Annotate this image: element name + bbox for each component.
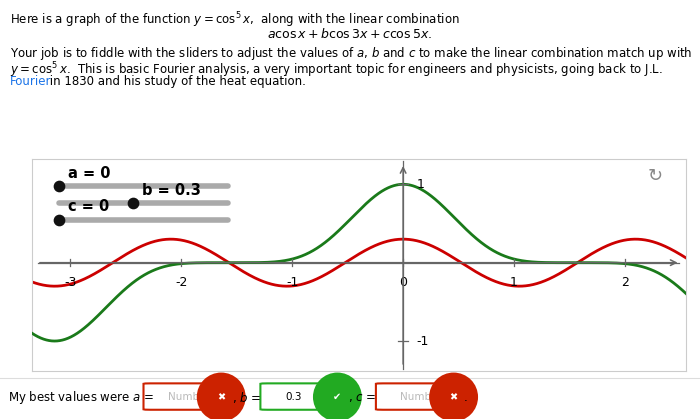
Text: 2: 2	[621, 276, 629, 289]
Text: ✖: ✖	[217, 392, 225, 402]
Point	[54, 216, 65, 223]
Text: 1: 1	[510, 276, 518, 289]
Text: 0.3: 0.3	[286, 392, 302, 402]
Text: ↻: ↻	[648, 167, 663, 185]
Text: Fourier: Fourier	[10, 75, 51, 88]
Text: -3: -3	[64, 276, 76, 289]
Text: c = 0: c = 0	[68, 199, 109, 215]
Text: 0: 0	[399, 276, 407, 289]
Text: -1: -1	[416, 334, 428, 347]
Text: ✔: ✔	[333, 392, 342, 402]
Point	[128, 200, 139, 207]
Text: b = 0.3: b = 0.3	[142, 183, 201, 198]
FancyBboxPatch shape	[260, 383, 348, 410]
Text: -1: -1	[286, 276, 298, 289]
Text: a = 0: a = 0	[68, 166, 111, 181]
Text: in 1830 and his study of the heat equation.: in 1830 and his study of the heat equati…	[46, 75, 305, 88]
Text: My best values were $a$ =: My best values were $a$ =	[8, 388, 155, 406]
Text: $a\cos x + b\cos 3x + c\cos 5x.$: $a\cos x + b\cos 3x + c\cos 5x.$	[267, 27, 433, 41]
FancyBboxPatch shape	[376, 383, 463, 410]
Text: $y = \mathrm{cos}^5\,x$.  This is basic Fourier analysis, a very important topic: $y = \mathrm{cos}^5\,x$. This is basic F…	[10, 60, 663, 80]
Text: , $c$ =: , $c$ =	[348, 391, 377, 403]
Text: , $b$ =: , $b$ =	[232, 390, 263, 404]
Text: ✖: ✖	[449, 392, 458, 402]
Text: Number: Number	[168, 392, 210, 402]
Point	[54, 183, 65, 189]
Text: Your job is to fiddle with the sliders to adjust the values of $a$, $b$ and $c$ : Your job is to fiddle with the sliders t…	[10, 45, 692, 62]
Text: 1: 1	[416, 178, 424, 191]
Text: Number: Number	[400, 392, 442, 402]
Text: Here is a graph of the function $y = \mathrm{cos}^5\,x$,  along with the linear : Here is a graph of the function $y = \ma…	[10, 10, 460, 30]
FancyBboxPatch shape	[144, 383, 231, 410]
Text: .: .	[463, 391, 467, 403]
Text: -2: -2	[175, 276, 188, 289]
